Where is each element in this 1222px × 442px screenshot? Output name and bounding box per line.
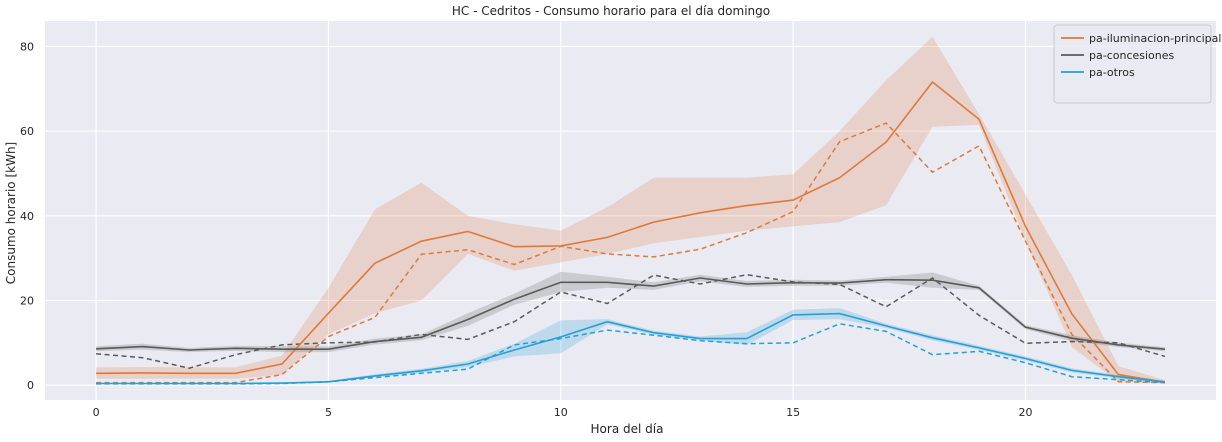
legend-label: pa-concesiones — [1089, 49, 1175, 62]
x-tick-label: 0 — [93, 406, 100, 419]
y-tick-label: 20 — [20, 294, 34, 307]
x-tick-label: 5 — [325, 406, 332, 419]
y-tick-label: 80 — [20, 40, 34, 53]
x-axis-label: Hora del día — [591, 422, 664, 436]
legend-label: pa-otros — [1089, 66, 1135, 79]
legend-label: pa-iluminacion-principal — [1089, 32, 1221, 45]
y-axis-label: Consumo horario [kWh] — [4, 142, 18, 284]
reference-line-pa-iluminacion-principal — [96, 122, 1165, 384]
confidence-band-pa-concesiones — [96, 271, 1165, 353]
series-line-pa-iluminacion-principal — [96, 80, 1166, 383]
x-tick-label: 15 — [786, 406, 800, 419]
chart-title: HC - Cedritos - Consumo horario para el … — [452, 4, 770, 18]
confidence-band-pa-otros — [96, 308, 1165, 384]
grid — [45, 21, 1216, 400]
confidence-bands — [96, 36, 1165, 384]
y-tick-label: 0 — [27, 379, 34, 392]
series-line-pa-concesiones — [96, 277, 1165, 351]
confidence-band-pa-iluminacion-principal — [96, 36, 1165, 384]
legend-box — [1053, 24, 1212, 104]
series-lines — [96, 80, 1166, 385]
series-line-pa-otros — [96, 312, 1165, 385]
x-tick-label: 20 — [1018, 406, 1032, 419]
reference-line-pa-concesiones — [96, 273, 1166, 369]
tick-labels: 0 5 10 15 20 0 20 40 60 80 — [20, 40, 1032, 419]
legend: pa-iluminacion-principal pa-concesiones pa… — [1053, 24, 1221, 104]
plot-background — [45, 21, 1216, 400]
y-tick-label: 40 — [20, 210, 34, 223]
y-tick-label: 60 — [20, 125, 34, 138]
x-tick-label: 10 — [554, 406, 568, 419]
